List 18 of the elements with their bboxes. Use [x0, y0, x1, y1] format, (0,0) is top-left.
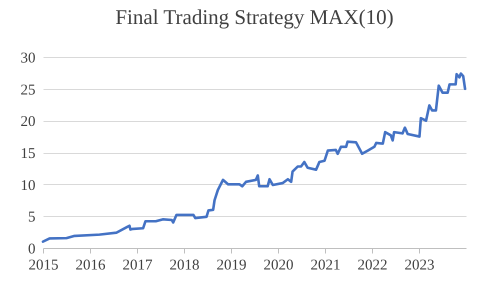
x-tick-label: 2023: [404, 258, 434, 274]
x-tick-label: 2019: [216, 258, 246, 274]
x-tick-label: 2020: [264, 258, 294, 274]
y-tick-label: 25: [20, 82, 36, 98]
chart-title: Final Trading Strategy MAX(10): [115, 5, 394, 29]
line-series: [42, 72, 466, 243]
y-tick-label: 10: [20, 178, 36, 194]
y-tick-label: 20: [20, 114, 36, 130]
x-tick-label: 2016: [76, 258, 106, 274]
x-tick-label: 2015: [28, 258, 58, 274]
y-tick-label: 30: [20, 50, 36, 66]
y-tick-label: 15: [20, 146, 36, 162]
y-tick-label: 5: [28, 210, 36, 226]
x-tick-label: 2018: [170, 258, 200, 274]
y-tick-label: 0: [28, 242, 36, 258]
x-tick-label: 2022: [358, 258, 388, 274]
x-tick-label: 2021: [310, 258, 340, 274]
x-tick-label: 2017: [122, 258, 153, 274]
